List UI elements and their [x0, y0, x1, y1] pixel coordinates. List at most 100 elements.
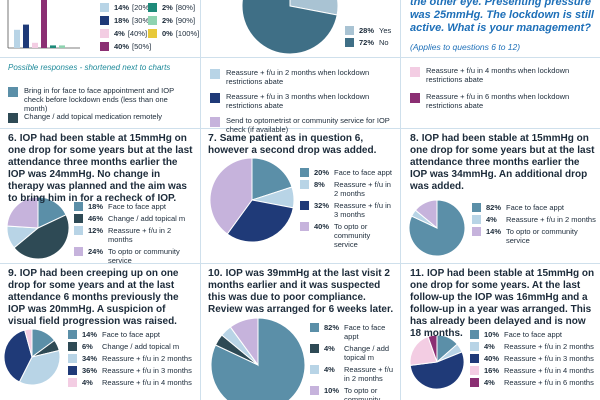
question-number: 7.: [208, 132, 217, 144]
legend-item: 34% Reassure + f/u in 2 months: [68, 354, 196, 363]
legend-item: 40% To opto or community service: [300, 222, 395, 249]
response-item: Reassure + f/u in 3 months when lockdown…: [210, 92, 395, 110]
legend-label: [80%]: [175, 3, 196, 12]
divider: [400, 0, 401, 400]
legend-value: 12%: [88, 226, 104, 235]
legend-value: 24%: [88, 247, 104, 256]
legend-swatch: [472, 203, 481, 212]
legend-swatch: [470, 378, 479, 387]
question-number: 11.: [410, 267, 425, 279]
legend-value: 10%: [324, 386, 340, 395]
legend-label: Change / add topical m: [344, 344, 390, 362]
legend-item: 6% Change / add topical m: [68, 342, 196, 351]
response-text: Reassure + f/u in 6 months when lockdown…: [426, 92, 570, 110]
legend-value: 4%: [324, 344, 335, 353]
legend-item: 82% Face to face appt: [310, 323, 396, 341]
pie-slice: [23, 328, 33, 358]
legend-item: 4% Change / add topical m: [310, 344, 396, 362]
legend-label: Face to face appt: [344, 323, 386, 341]
response-swatch: [210, 69, 220, 79]
bar: [14, 29, 20, 48]
response-swatch: [210, 93, 220, 103]
bar: [41, 0, 47, 48]
pie-slice: [229, 317, 259, 367]
legend-item: 16% Reassure + f/u in 4 months: [470, 366, 598, 375]
legend-value: 40%: [484, 354, 500, 363]
legend-swatch: [68, 342, 77, 351]
legend-swatch: [74, 247, 83, 256]
legend-value: 4%: [486, 215, 497, 224]
response-item: Reassure + f/u in 6 months when lockdown…: [410, 92, 595, 110]
legend-item: 18% Face to face appt: [74, 202, 196, 211]
legend: 14% Face to face appt 6% Change / add topic…: [68, 330, 196, 387]
legend-swatch: [300, 180, 309, 189]
question: 7. Same patient as in question 6, however…: [208, 132, 396, 157]
legend-label: To opto or community: [344, 386, 381, 400]
legend-label: Face to face appt: [108, 202, 166, 211]
question-text: IOP had been stable at 15mmHg on one dro…: [410, 133, 595, 192]
divider: [0, 128, 600, 129]
legend-label: Face to face appt: [102, 330, 160, 339]
legend-swatch: [68, 378, 77, 387]
pie-slice: [427, 334, 438, 363]
question-text: IOP was 39mmHg at the last visit 2 month…: [208, 268, 394, 315]
legend-label: Yes: [379, 26, 392, 35]
legend-label: To opto or community service: [506, 227, 578, 245]
legend-swatch: [470, 330, 479, 339]
response-text: Send to optometrist or community service…: [226, 116, 390, 134]
legend-value: 4%: [484, 342, 495, 351]
legend-label: Change / add topical m: [102, 342, 180, 351]
legend-item: 40% Reassure + f/u in 3 months: [470, 354, 598, 363]
response-item: Reassure + f/u in 2 months when lockdown…: [210, 68, 395, 86]
legend-item: 4% Reassure + f/u in 2 months: [470, 342, 598, 351]
legend-swatch: [68, 330, 77, 339]
legend-value: 14%: [486, 227, 502, 236]
pie-slice: [241, 0, 338, 55]
legend-label: Reassure + f/u in 2 months: [504, 342, 594, 351]
legend-label: Reassure + f/u in 2 months: [334, 180, 391, 198]
legend-swatch: [148, 3, 157, 12]
legend-value: 4%: [484, 378, 495, 387]
legend-item: 8% Reassure + f/u in 2 months: [300, 180, 395, 198]
legend-swatch: [74, 202, 83, 211]
legend-swatch: [472, 215, 481, 224]
legend-swatch: [470, 366, 479, 375]
legend-item: 36% Reassure + f/u in 3 months: [68, 366, 196, 375]
question: 11. IOP had been stable at 15mmHg on one …: [410, 267, 595, 340]
legend-label: Change / add topical m: [108, 214, 186, 223]
legend-item: 14% [20%]: [100, 3, 151, 12]
legend-swatch: [100, 3, 109, 12]
legend-label: Reassure + f/u in 3 months: [334, 201, 391, 219]
legend-label: No: [379, 38, 389, 47]
question: 10. IOP was 39mmHg at the last visit 2 mo…: [208, 267, 396, 316]
question-number: 6.: [8, 132, 17, 144]
legend-label: [30%]: [132, 16, 152, 25]
legend-value: 46%: [88, 214, 104, 223]
legend: 18% Face to face appt 46% Change / add topi…: [74, 202, 196, 265]
legend-swatch: [310, 323, 319, 332]
legend-value: 14%: [82, 330, 98, 339]
legend-value: 4%: [82, 378, 93, 387]
legend-item: 20% Face to face appt: [300, 168, 395, 177]
legend-swatch: [310, 365, 319, 374]
legend-swatch: [148, 16, 157, 25]
legend-value: 0%: [162, 29, 173, 38]
legend-swatch: [300, 201, 309, 210]
legend-label: Reassure + f/u in 2 months: [506, 215, 596, 224]
legend-label: [90%]: [175, 16, 196, 25]
legend-label: Reassure + f/u in 3 months: [504, 354, 594, 363]
legend: 82% Face to face appt 4% Reassure + f/u in …: [472, 203, 597, 245]
legend-item: 14% To opto or community service: [472, 227, 597, 245]
response-text: Bring in for face to face appointment an…: [24, 86, 174, 113]
legend-item: 40% [50%]: [100, 42, 151, 51]
legend-label: To opto or community service: [108, 247, 180, 265]
pie-slice: [409, 351, 465, 390]
legend-item: 2% [80%]: [148, 3, 195, 12]
legend-label: [100%]: [175, 29, 200, 38]
legend-label: Reassure + f/u in 3 months: [102, 366, 192, 375]
legend-swatch: [310, 386, 319, 395]
response-swatch: [410, 93, 420, 103]
legend-item: 4% Reassure + f/u in 6 months: [470, 378, 598, 387]
legend-value: 40%: [114, 42, 130, 51]
